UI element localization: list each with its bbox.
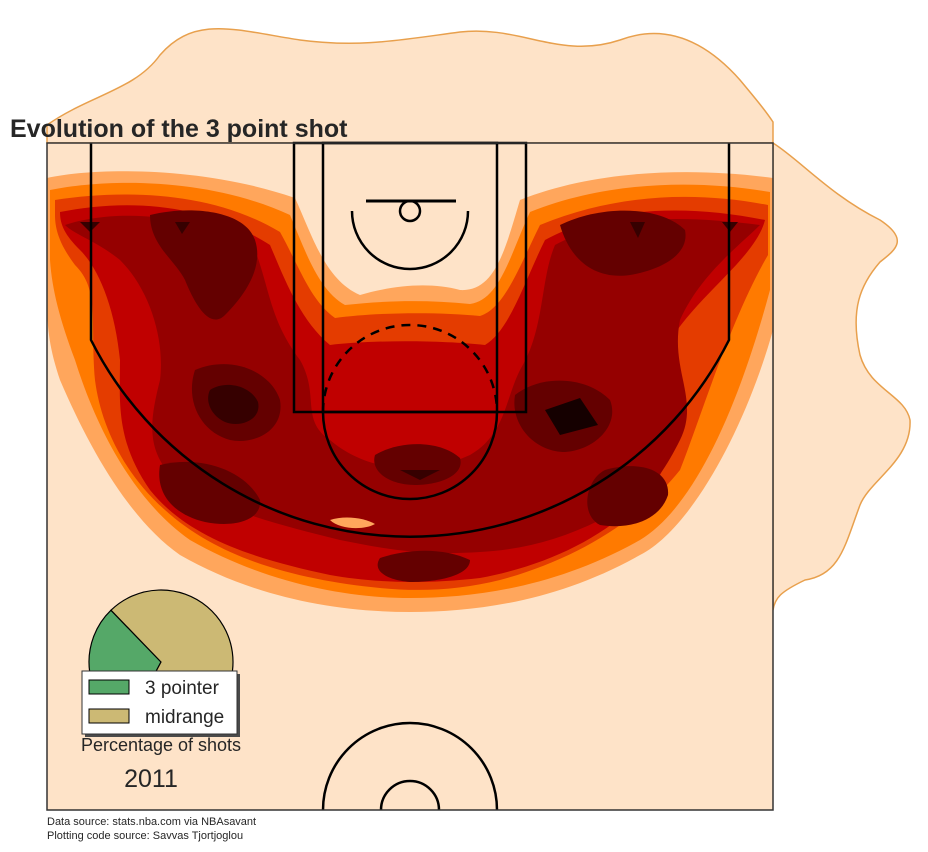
density-hotspot-top-key xyxy=(374,444,461,485)
source-line-data: Data source: stats.nba.com via NBAsavant xyxy=(47,816,256,828)
density-peak-left-elbow xyxy=(208,384,259,424)
center-circle-inner xyxy=(379,779,441,811)
density-level-5 xyxy=(65,215,760,554)
density-peak-right-wing xyxy=(630,222,645,238)
density-hotspot-right-wing xyxy=(560,210,686,276)
year-label: 2011 xyxy=(124,765,178,793)
chart-title: Evolution of the 3 point shot xyxy=(10,115,348,143)
legend-label-3-pointer: 3 pointer xyxy=(145,678,220,699)
legend-swatch-midrange xyxy=(88,708,130,724)
center-circle-outer xyxy=(321,721,499,811)
restricted-area xyxy=(350,210,470,271)
top-marginal-density xyxy=(46,28,774,144)
legend-swatch-3-pointer xyxy=(88,679,130,695)
pie-caption: Percentage of shots xyxy=(81,735,241,755)
density-hotspot-right-baseline xyxy=(587,466,669,527)
right-marginal-density xyxy=(772,141,911,611)
density-hotspot-top-arc xyxy=(377,550,470,582)
free-throw-arc-bottom xyxy=(321,323,499,413)
density-peak-right-elbow xyxy=(545,398,598,435)
source-line-code: Plotting code source: Savvas Tjortjoglou xyxy=(47,830,243,842)
free-throw-arc-top xyxy=(321,411,499,501)
three-point-line xyxy=(89,143,731,538)
density-peak-left-wing xyxy=(175,222,190,234)
density-hotspot-left-baseline xyxy=(159,461,261,524)
legend-label-midrange: midrange xyxy=(145,707,224,728)
density-peak-top-key xyxy=(400,470,440,480)
density-light-spot xyxy=(330,517,375,529)
court-border xyxy=(46,142,774,811)
hoop xyxy=(398,199,422,223)
pie-legend: 3 pointer midrange xyxy=(81,670,240,737)
density-hotspot-left-wing xyxy=(150,210,258,320)
